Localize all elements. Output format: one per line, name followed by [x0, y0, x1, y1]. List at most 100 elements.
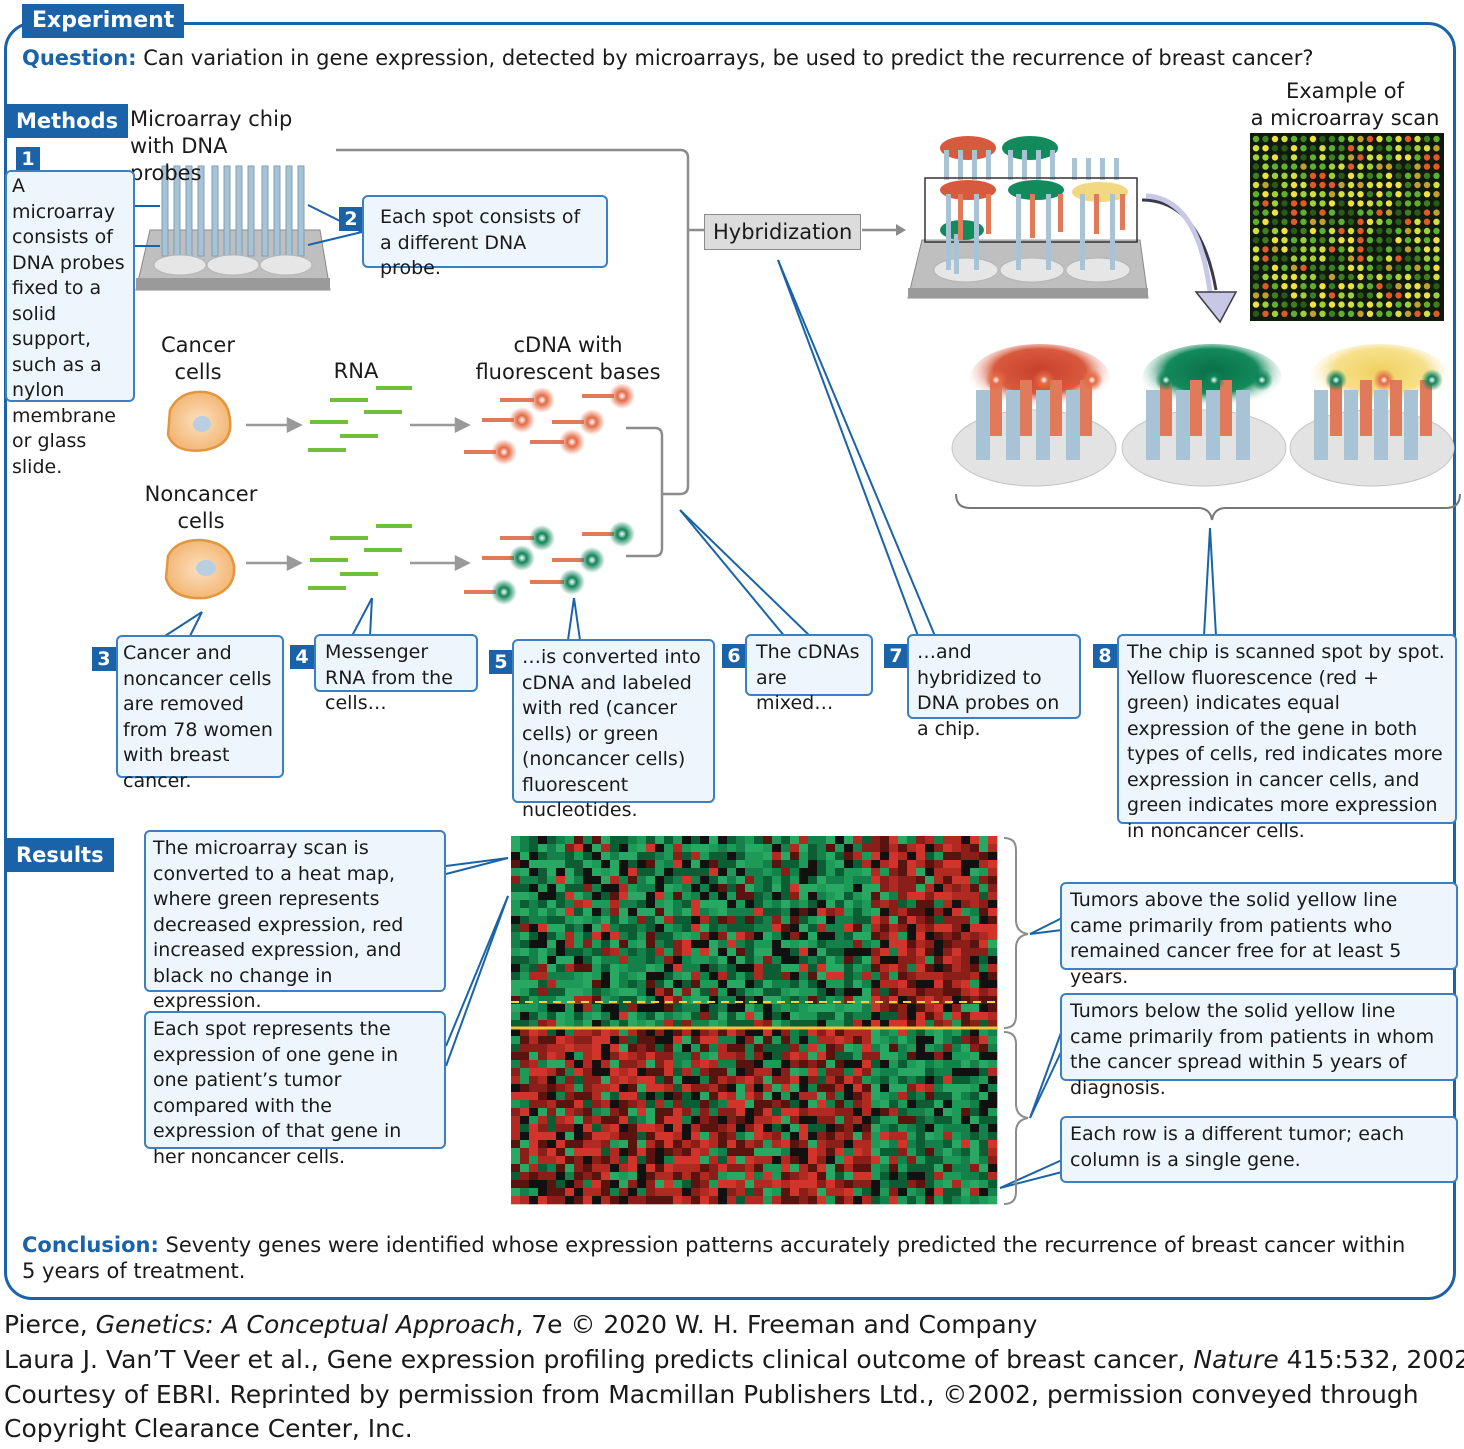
- scan-spot: [1309, 181, 1317, 189]
- heat-map-cell: [853, 940, 863, 949]
- heat-map-cell: [610, 860, 620, 869]
- heat-map-cell: [529, 1156, 539, 1165]
- scan-spot: [1395, 145, 1402, 152]
- heat-map-cell: [835, 1180, 845, 1189]
- heat-map-cell: [970, 948, 980, 957]
- heat-map-cell: [610, 932, 620, 941]
- scan-spot: [1366, 145, 1374, 152]
- heat-map-cell: [619, 948, 629, 957]
- heat-map-cell: [961, 996, 971, 1005]
- heat-map-cell: [790, 956, 800, 965]
- heat-map-cell: [970, 1076, 980, 1085]
- scan-spot: [1433, 292, 1440, 299]
- heat-map-cell: [538, 836, 548, 845]
- heat-map-cell: [682, 1084, 692, 1093]
- heat-map-cell: [718, 1148, 728, 1157]
- scan-spot: [1423, 237, 1431, 244]
- heat-map-cell: [889, 924, 899, 933]
- heat-map-cell: [646, 1188, 656, 1197]
- heat-map-cell: [835, 964, 845, 973]
- heat-map-cell: [943, 1068, 953, 1077]
- heat-map-cell: [691, 1148, 701, 1157]
- heat-map-cell: [520, 1116, 530, 1125]
- scan-spot: [1290, 301, 1298, 308]
- heat-map-cell: [682, 836, 692, 845]
- heat-map-cell: [754, 1164, 764, 1173]
- heat-map-cell: [925, 1196, 935, 1205]
- scan-spot: [1404, 181, 1412, 189]
- heat-map-cell: [736, 860, 746, 869]
- heat-map-cell: [520, 1172, 530, 1181]
- heat-map-cell: [844, 836, 854, 845]
- heat-map-cell: [907, 1036, 917, 1045]
- heat-map-cell: [925, 844, 935, 853]
- heat-map-cell: [862, 1148, 872, 1157]
- heat-map-cell: [745, 940, 755, 949]
- scan-spot: [1300, 264, 1307, 271]
- heat-map-cell: [763, 876, 773, 885]
- heat-map-cell: [880, 908, 890, 917]
- heat-map-cell: [646, 1124, 656, 1133]
- heat-map-cell: [943, 1060, 953, 1069]
- heat-map-cell: [781, 1156, 791, 1165]
- heat-map-cell: [880, 836, 890, 845]
- heat-map-cell: [745, 884, 755, 893]
- step-3-text: Cancer and noncancer cells are removed f…: [116, 635, 284, 792]
- heat-map-cell: [628, 1004, 638, 1013]
- heat-map-cell: [610, 1156, 620, 1165]
- heat-map-cell: [619, 836, 629, 845]
- scan-spot: [1271, 172, 1279, 179]
- heat-map-cell: [754, 876, 764, 885]
- heat-map-cell: [709, 852, 719, 861]
- heat-map-cell: [700, 852, 710, 861]
- heat-map-cell: [754, 1140, 764, 1149]
- question-text: Can variation in gene expression, detect…: [143, 46, 1314, 70]
- scan-spot: [1281, 301, 1288, 308]
- heat-map-cell: [799, 1020, 809, 1029]
- heat-map-cell: [979, 1012, 989, 1021]
- heat-map-cell: [556, 1108, 566, 1117]
- heat-map-cell: [934, 1188, 944, 1197]
- heat-map-cell: [709, 1140, 719, 1149]
- scan-spot: [1328, 237, 1336, 244]
- heat-map-cell: [592, 932, 602, 941]
- heat-map-cell: [979, 1164, 989, 1173]
- heat-map-cell: [853, 996, 863, 1005]
- heat-map-cell: [682, 924, 692, 933]
- heat-map-cell: [790, 1076, 800, 1085]
- heat-map-cell: [862, 1044, 872, 1053]
- scan-spot: [1252, 200, 1260, 207]
- heat-map-cell: [655, 1148, 665, 1157]
- scan-spot: [1252, 264, 1260, 271]
- heat-map-cell: [781, 1060, 791, 1069]
- heat-map-cell: [817, 1100, 827, 1109]
- scan-spot: [1385, 135, 1393, 143]
- heat-map-cell: [763, 1092, 773, 1101]
- scan-spot: [1433, 181, 1440, 189]
- heat-map-cell: [718, 996, 728, 1005]
- heat-map-cell: [889, 1076, 899, 1085]
- heat-map-cell: [520, 908, 530, 917]
- heat-map-cell: [556, 1060, 566, 1069]
- scan-spot: [1338, 163, 1345, 170]
- heat-map-cell: [772, 980, 782, 989]
- heat-map-cell: [583, 884, 593, 893]
- heat-map-cell: [871, 1092, 881, 1101]
- scan-spot: [1262, 181, 1269, 189]
- heat-map-cell: [880, 988, 890, 997]
- heat-map-cell: [646, 1012, 656, 1021]
- heat-map-cell: [781, 1164, 791, 1173]
- heat-map-cell: [664, 1156, 674, 1165]
- heat-map-cell: [592, 956, 602, 965]
- heat-map-cell: [511, 844, 521, 853]
- step-6-number: 6: [722, 644, 746, 668]
- heat-map-cell: [664, 1180, 674, 1189]
- heat-map-cell: [610, 1004, 620, 1013]
- heat-map-cell: [511, 1148, 521, 1157]
- heat-map-cell: [691, 1100, 701, 1109]
- scan-spot: [1252, 246, 1260, 253]
- heat-map-cell: [538, 1004, 548, 1013]
- scan-spot: [1319, 237, 1326, 244]
- heat-map-cell: [682, 852, 692, 861]
- scan-spot: [1347, 283, 1355, 290]
